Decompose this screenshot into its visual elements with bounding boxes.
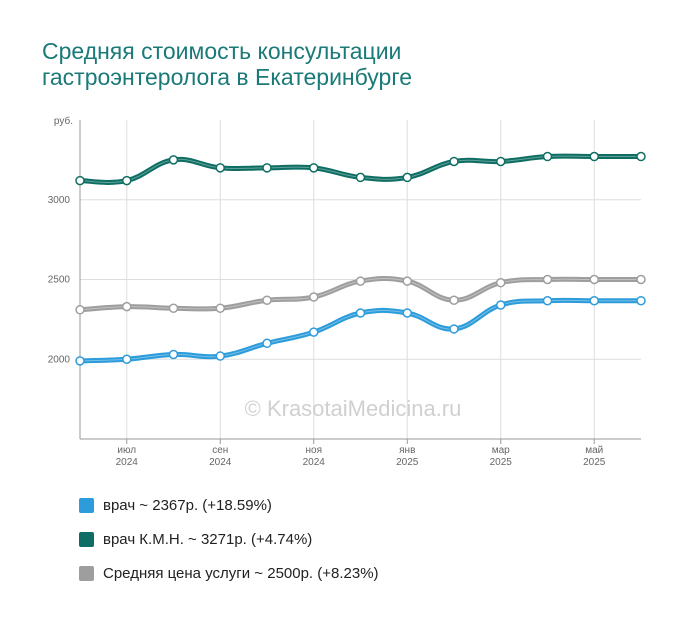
data-point bbox=[589, 274, 599, 285]
data-point bbox=[355, 276, 366, 286]
data-point bbox=[449, 156, 459, 167]
x-tick-label-month: янв bbox=[399, 445, 415, 456]
x-tick-label-month: июл bbox=[117, 445, 136, 456]
data-point bbox=[402, 276, 412, 286]
data-point bbox=[355, 172, 366, 183]
data-point bbox=[309, 292, 319, 302]
data-point bbox=[122, 175, 132, 186]
series bbox=[75, 151, 646, 366]
x-tick-label-year: 2025 bbox=[490, 457, 513, 468]
legend-label: Средняя цена услуги ~ 2500р. (+8.23%) bbox=[103, 564, 379, 582]
legend-label: врач К.М.Н. ~ 3271р. (+4.74%) bbox=[103, 530, 313, 548]
data-point bbox=[542, 151, 553, 162]
legend-item-average-price[interactable]: Средняя цена услуги ~ 2500р. (+8.23%) bbox=[79, 556, 379, 590]
data-point bbox=[215, 351, 225, 361]
data-point bbox=[402, 308, 412, 318]
data-point bbox=[262, 163, 272, 173]
data-point bbox=[75, 305, 85, 315]
x-tick-label-year: 2024 bbox=[209, 457, 232, 468]
legend-item-doctor[interactable]: врач ~ 2367р. (+18.59%) bbox=[79, 488, 379, 522]
data-point bbox=[262, 295, 272, 305]
axes: 200025003000руб.июл2024сен2024ноя2024янв… bbox=[48, 115, 641, 468]
legend-item-doctor-phd[interactable]: врач К.М.Н. ~ 3271р. (+4.74%) bbox=[79, 522, 379, 556]
series-1 bbox=[75, 151, 646, 186]
y-unit-label: руб. bbox=[54, 115, 73, 127]
data-point bbox=[589, 295, 599, 306]
data-point bbox=[496, 300, 506, 310]
data-point bbox=[215, 303, 225, 313]
data-point bbox=[636, 274, 646, 285]
chart-title-line-1: Средняя стоимость консультации bbox=[42, 38, 402, 64]
x-tick-label-year: 2025 bbox=[396, 457, 419, 468]
data-point bbox=[309, 163, 319, 173]
data-point bbox=[75, 175, 85, 186]
data-point bbox=[542, 295, 553, 306]
series-0 bbox=[75, 295, 646, 366]
x-tick-label-month: сен bbox=[212, 445, 228, 456]
chart-title: Средняя стоимость консультации гастроэнт… bbox=[42, 38, 662, 90]
data-point bbox=[496, 277, 506, 288]
data-point bbox=[449, 324, 459, 334]
x-tick-label-year: 2025 bbox=[583, 457, 606, 468]
x-tick-label-month: мар bbox=[492, 445, 510, 456]
data-point bbox=[75, 356, 85, 366]
data-point bbox=[168, 155, 179, 165]
legend-swatch bbox=[79, 531, 94, 547]
data-point bbox=[636, 151, 646, 162]
data-point bbox=[262, 338, 272, 349]
x-tick-label-month: май bbox=[585, 445, 603, 456]
data-point bbox=[402, 172, 412, 183]
data-point bbox=[449, 295, 459, 305]
y-tick-label: 3000 bbox=[48, 195, 71, 206]
data-point bbox=[636, 295, 646, 306]
legend-swatch bbox=[79, 565, 94, 581]
data-point bbox=[122, 301, 132, 312]
legend-swatch bbox=[79, 497, 94, 513]
data-point bbox=[309, 327, 319, 337]
watermark: © KrasotaiMedicina.ru bbox=[245, 396, 462, 421]
data-point bbox=[168, 349, 179, 360]
x-tick-label-year: 2024 bbox=[303, 457, 326, 468]
data-point bbox=[122, 354, 132, 364]
legend: врач ~ 2367р. (+18.59%) врач К.М.Н. ~ 32… bbox=[79, 488, 379, 590]
data-point bbox=[355, 308, 366, 318]
data-point bbox=[496, 156, 506, 167]
data-point bbox=[589, 151, 599, 162]
x-tick-label-year: 2024 bbox=[116, 457, 139, 468]
data-point bbox=[215, 163, 225, 173]
x-tick-label-month: ноя bbox=[306, 445, 323, 456]
y-tick-label: 2000 bbox=[48, 354, 71, 365]
data-point bbox=[542, 274, 553, 285]
chart-title-line-2: гастроэнтеролога в Екатеринбурге bbox=[42, 64, 412, 90]
legend-label: врач ~ 2367р. (+18.59%) bbox=[103, 496, 272, 514]
data-point bbox=[168, 303, 179, 313]
series-2 bbox=[75, 274, 646, 315]
y-tick-label: 2500 bbox=[48, 275, 71, 286]
